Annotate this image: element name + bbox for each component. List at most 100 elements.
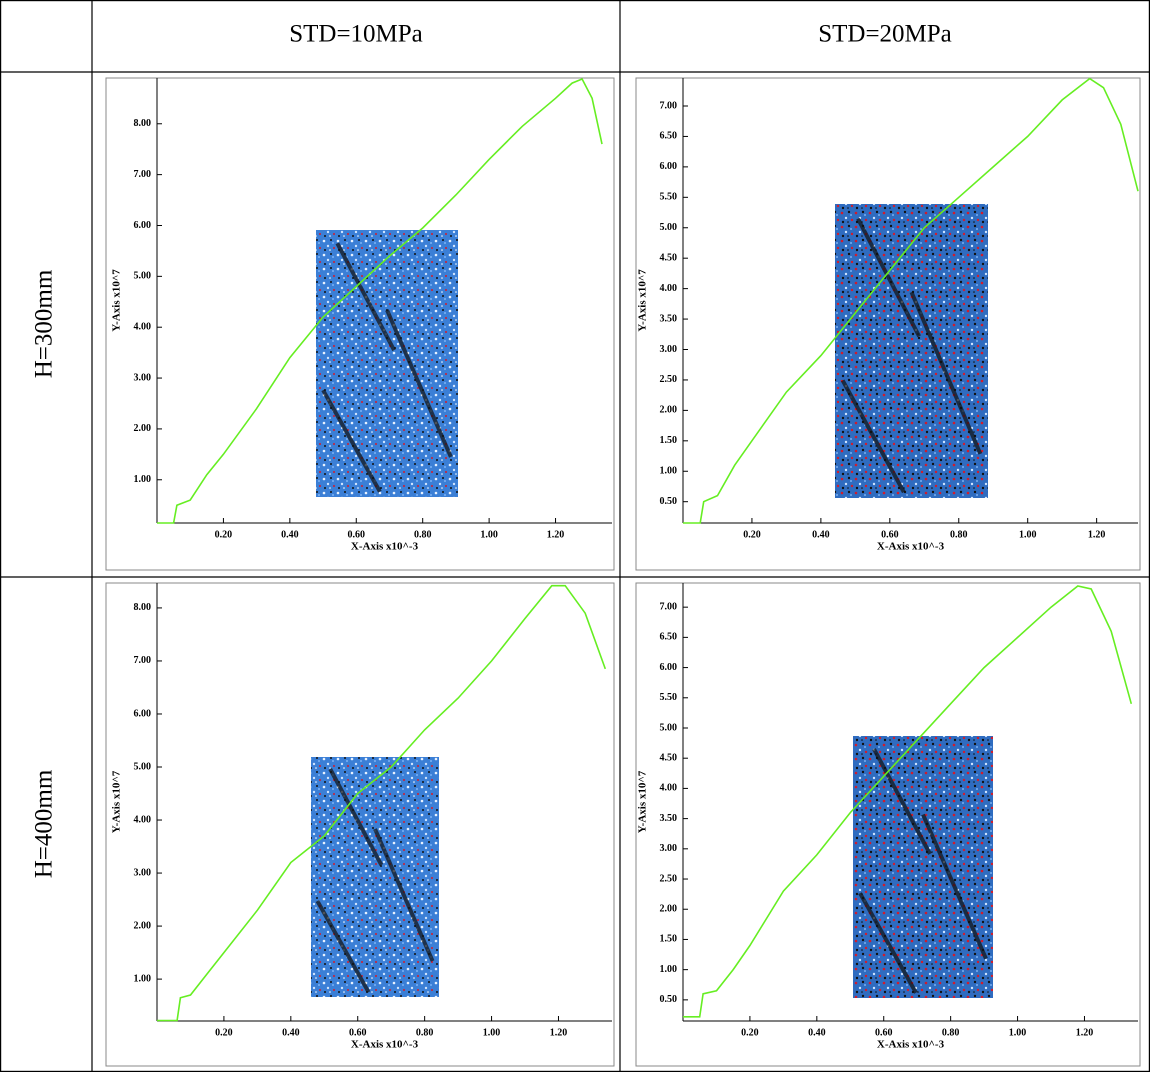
y-tick-label: 0.50 — [660, 994, 678, 1005]
y-tick-label: 1.00 — [134, 973, 152, 984]
y-tick-label: 5.00 — [134, 761, 152, 772]
y-tick-label: 7.00 — [660, 100, 678, 111]
y-tick-label: 2.50 — [660, 873, 678, 884]
crack — [385, 309, 453, 458]
y-tick-label: 2.50 — [660, 374, 678, 385]
x-tick-label: 1.20 — [1088, 529, 1106, 540]
column-header: STD=20MPa — [818, 21, 952, 48]
y-tick-label: 3.50 — [660, 313, 678, 324]
y-tick-label: 5.50 — [660, 192, 678, 203]
specimen-image — [853, 736, 993, 998]
x-axis-label: X-Axis x10^-3 — [877, 1039, 945, 1051]
y-tick-label: 4.00 — [134, 321, 152, 332]
x-tick-label: 0.80 — [416, 1027, 434, 1038]
y-tick-label: 3.00 — [660, 843, 678, 854]
x-tick-label: 0.80 — [942, 1027, 960, 1038]
curve — [157, 584, 607, 1022]
y-tick-label: 4.00 — [660, 283, 678, 294]
y-tick-label: 5.00 — [134, 271, 152, 282]
x-tick-label: 0.80 — [414, 529, 432, 540]
y-tick-label: 6.00 — [134, 708, 152, 719]
y-tick-label: 6.50 — [660, 131, 678, 142]
y-tick-label: 1.00 — [660, 466, 678, 477]
curve — [683, 77, 1139, 524]
curve — [157, 77, 603, 524]
y-tick-label: 4.50 — [660, 752, 678, 763]
crack — [921, 813, 988, 960]
x-tick-label: 0.80 — [950, 529, 968, 540]
x-tick-label: 0.60 — [875, 1027, 893, 1038]
y-tick-label: 6.00 — [134, 220, 152, 231]
y-tick-label: 6.50 — [660, 632, 678, 643]
x-tick-label: 0.40 — [281, 529, 299, 540]
y-tick-label: 5.00 — [660, 722, 678, 733]
y-tick-label: 3.50 — [660, 813, 678, 824]
row-header: H=400mm — [31, 769, 58, 878]
x-tick-label: 1.20 — [547, 529, 565, 540]
x-tick-label: 0.60 — [348, 529, 366, 540]
y-axis-label: Y-Axis x10^7 — [637, 269, 649, 332]
y-tick-label: 8.00 — [134, 602, 152, 613]
y-tick-label: 1.50 — [660, 435, 678, 446]
x-tick-label: 0.40 — [808, 1027, 826, 1038]
crack — [872, 748, 932, 855]
crack — [858, 892, 918, 994]
crack — [373, 828, 435, 962]
column-header: STD=10MPa — [289, 21, 423, 48]
y-axis-label: Y-Axis x10^7 — [111, 770, 123, 833]
x-tick-label: 0.20 — [215, 529, 233, 540]
crack — [335, 242, 396, 352]
y-tick-label: 4.00 — [134, 814, 152, 825]
x-tick-label: 0.40 — [282, 1027, 300, 1038]
specimen-image — [311, 757, 439, 997]
y-tick-label: 5.00 — [660, 222, 678, 233]
x-tick-label: 0.60 — [349, 1027, 367, 1038]
y-tick-label: 2.00 — [660, 405, 678, 416]
y-tick-label: 1.50 — [660, 934, 678, 945]
x-tick-label: 1.20 — [1076, 1027, 1094, 1038]
x-axis-label: X-Axis x10^-3 — [351, 1039, 419, 1051]
y-tick-label: 7.00 — [134, 655, 152, 666]
x-tick-label: 1.20 — [550, 1027, 568, 1038]
x-axis-label: X-Axis x10^-3 — [351, 541, 419, 553]
y-tick-label: 6.00 — [660, 662, 678, 673]
y-tick-label: 3.00 — [134, 372, 152, 383]
crack — [315, 900, 371, 994]
y-tick-label: 3.00 — [134, 867, 152, 878]
y-tick-label: 1.00 — [134, 474, 152, 485]
y-tick-label: 1.00 — [660, 964, 678, 975]
y-axis-label: Y-Axis x10^7 — [111, 269, 123, 332]
x-tick-label: 0.20 — [741, 1027, 759, 1038]
y-tick-label: 4.00 — [660, 783, 678, 794]
y-tick-label: 5.50 — [660, 692, 678, 703]
x-tick-label: 0.40 — [812, 529, 830, 540]
y-tick-label: 6.00 — [660, 161, 678, 172]
y-tick-label: 3.00 — [660, 344, 678, 355]
crack — [840, 379, 906, 494]
specimen-image — [835, 204, 988, 498]
x-tick-label: 1.00 — [480, 529, 498, 540]
y-tick-label: 7.00 — [134, 169, 152, 180]
x-tick-label: 1.00 — [1019, 529, 1037, 540]
crack — [328, 768, 384, 866]
crack — [856, 217, 921, 338]
y-tick-label: 4.50 — [660, 252, 678, 263]
x-tick-label: 0.60 — [881, 529, 899, 540]
x-tick-label: 0.20 — [743, 529, 761, 540]
curve — [683, 585, 1133, 1018]
y-tick-label: 7.00 — [660, 601, 678, 612]
y-axis-label: Y-Axis x10^7 — [637, 770, 649, 833]
y-tick-label: 2.00 — [134, 920, 152, 931]
specimen-image — [316, 230, 458, 497]
y-tick-label: 0.50 — [660, 496, 678, 507]
x-tick-label: 0.20 — [215, 1027, 233, 1038]
x-tick-label: 1.00 — [483, 1027, 501, 1038]
row-header: H=300mm — [31, 269, 58, 378]
y-tick-label: 2.00 — [134, 423, 152, 434]
x-axis-label: X-Axis x10^-3 — [877, 541, 945, 553]
crack — [321, 389, 382, 493]
y-tick-label: 8.00 — [134, 118, 152, 129]
y-tick-label: 2.00 — [660, 904, 678, 915]
